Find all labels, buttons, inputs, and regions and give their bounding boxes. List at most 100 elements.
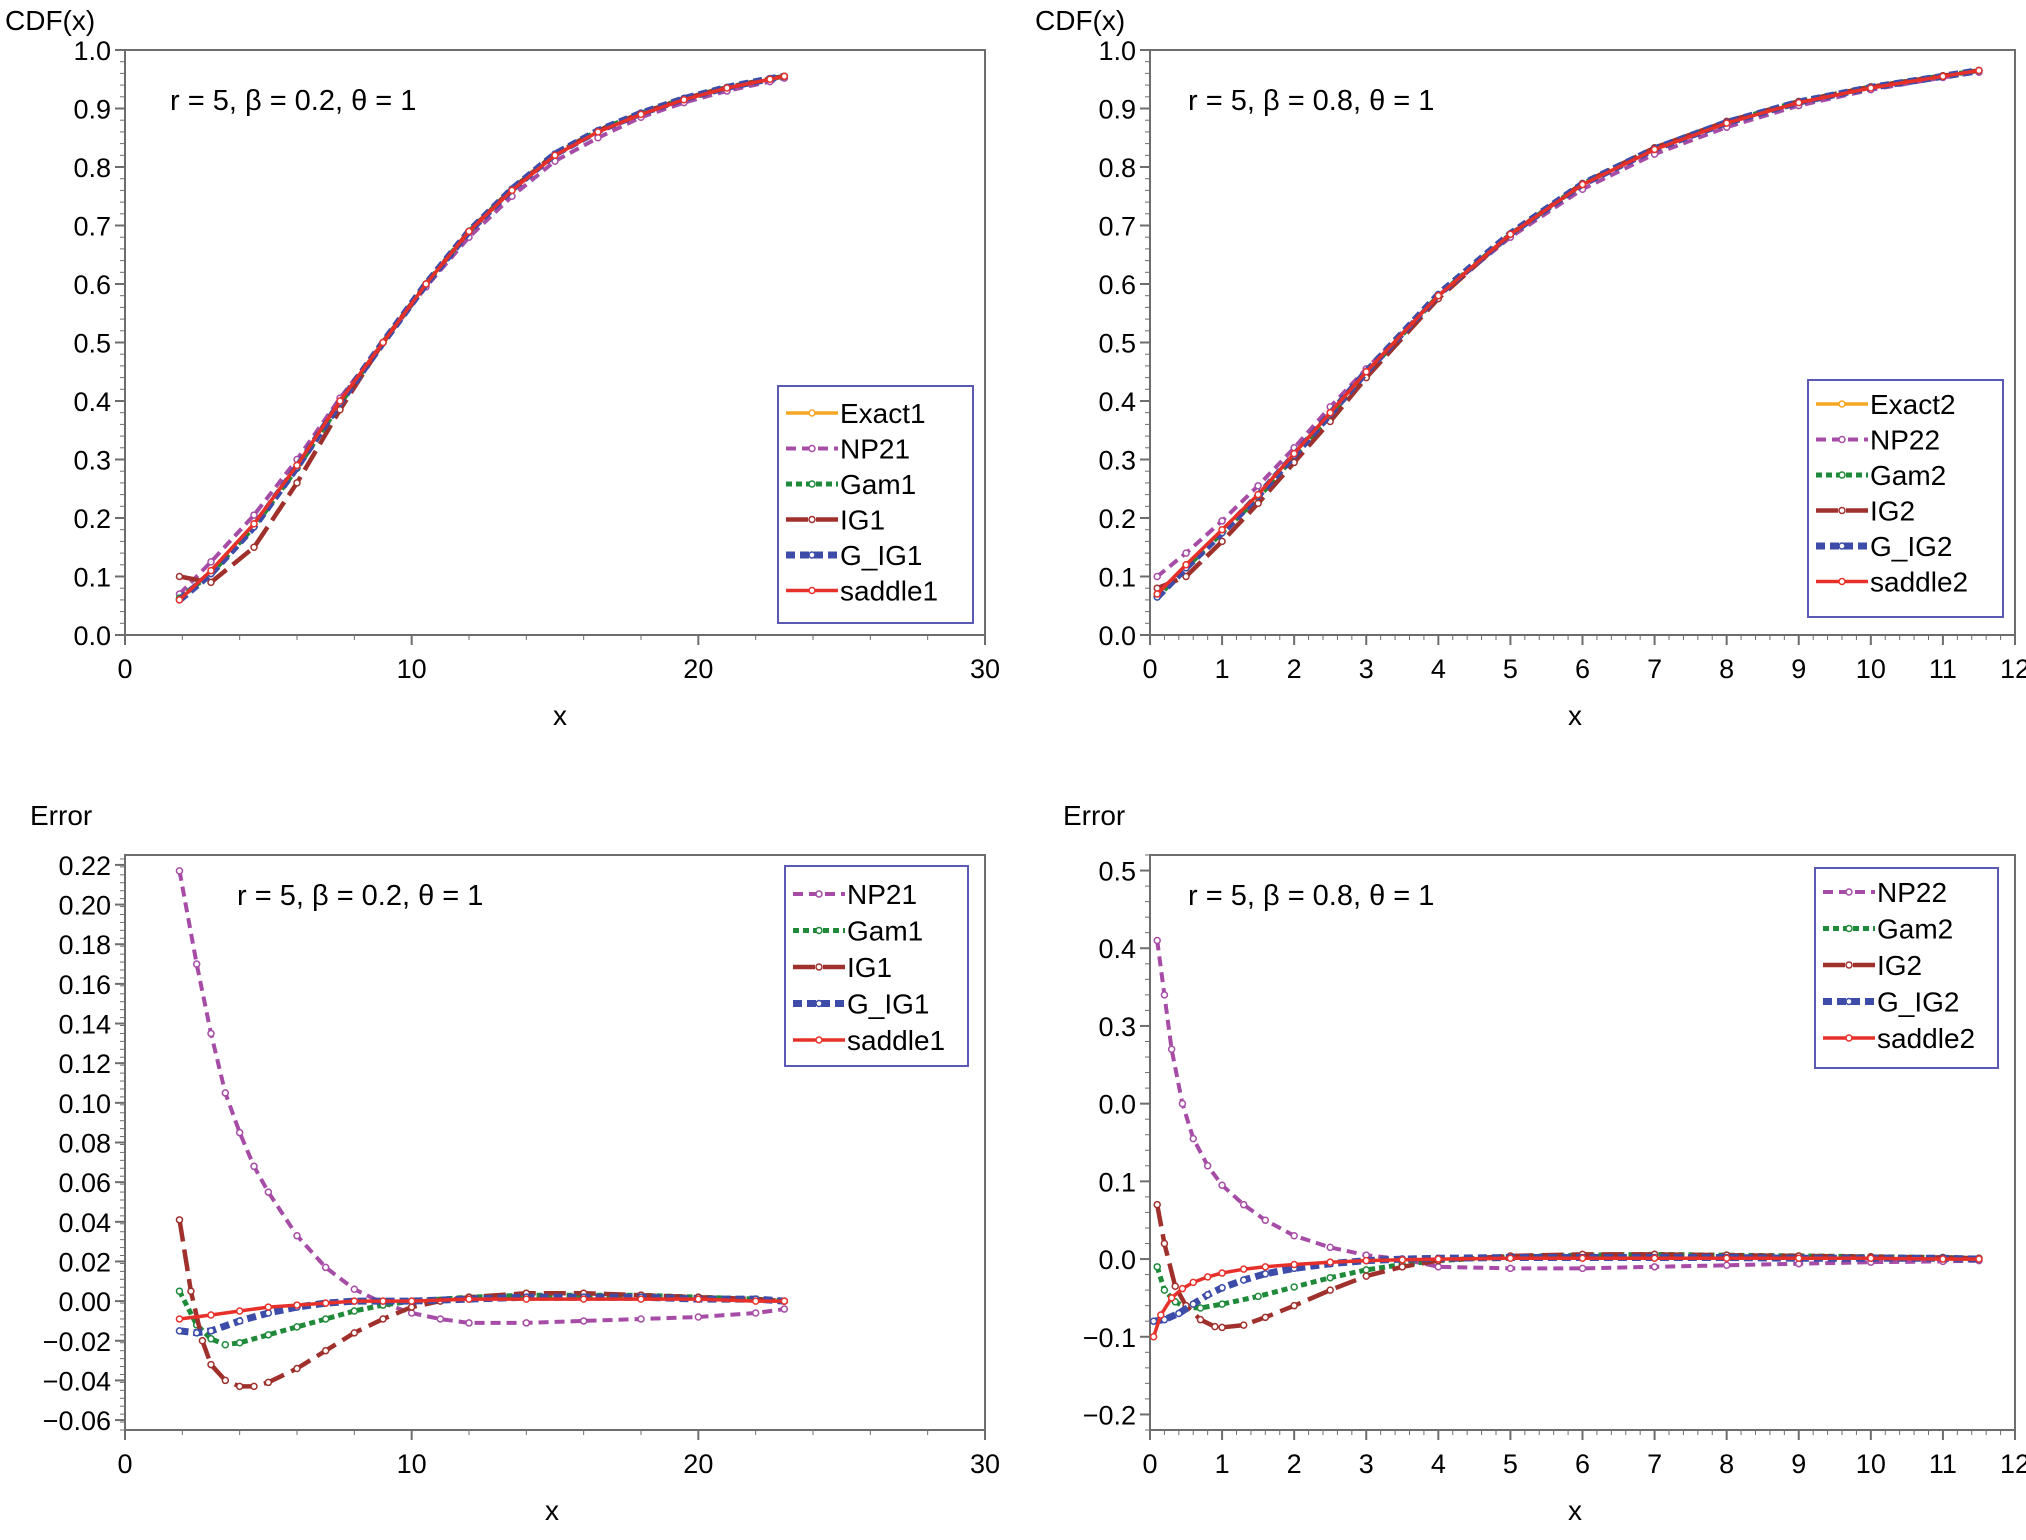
data-point-NP21	[350, 1285, 359, 1293]
legend-marker	[1838, 435, 1846, 444]
series-line-IG1	[177, 1219, 785, 1389]
data-point-Gam1	[321, 1315, 330, 1323]
data-point-saddle2	[1939, 1255, 1947, 1263]
y-tick-label: 0.18	[58, 930, 111, 960]
series-group	[1150, 936, 1983, 1341]
data-point-NP21	[207, 558, 215, 566]
data-point-saddle2	[1254, 490, 1262, 499]
x-tick-label: 7	[1647, 654, 1662, 684]
x-tick-label: 11	[1929, 654, 1957, 684]
data-point-NP21	[221, 1089, 230, 1097]
legend-marker	[815, 963, 823, 971]
y-tick-label: 0.00	[58, 1287, 111, 1317]
data-point-NP22	[1326, 1243, 1334, 1252]
data-point-saddle1	[175, 1315, 184, 1323]
data-point-G_IG2	[1160, 1315, 1169, 1324]
data-point-saddle2	[1578, 180, 1587, 189]
data-point-Gam1	[264, 1331, 273, 1339]
x-tick-label: 10	[1856, 654, 1886, 684]
legend-marker	[1838, 400, 1846, 408]
data-point-IG2	[1398, 1263, 1407, 1271]
data-point-saddle2	[1218, 525, 1226, 534]
data-point-G_IG1	[207, 1327, 215, 1335]
x-axis-label: x	[553, 700, 567, 731]
data-point-NP21	[250, 1162, 258, 1171]
data-point-IG1	[379, 1315, 387, 1323]
y-tick-label: 0.02	[58, 1247, 111, 1277]
data-point-saddle2	[1434, 1255, 1443, 1263]
data-point-saddle2	[1150, 1333, 1158, 1341]
data-point-IG2	[1171, 1282, 1179, 1290]
series-line-saddle2	[1155, 68, 1980, 596]
data-point-saddle1	[293, 461, 301, 470]
data-point-saddle2	[1975, 66, 1983, 75]
legend-label: NP21	[840, 434, 910, 465]
data-point-saddle2	[1867, 1254, 1875, 1263]
data-point-NP22	[1578, 1264, 1587, 1273]
y-tick-label: 0.4	[1098, 934, 1136, 964]
y-tick-label: 0.16	[58, 970, 111, 1000]
x-tick-label: 4	[1431, 654, 1446, 684]
x-tick-label: 6	[1575, 1449, 1590, 1479]
y-axis-label: Error	[1063, 800, 1125, 831]
data-point-G_IG2	[1150, 1317, 1158, 1325]
x-tick-label: 3	[1359, 654, 1374, 684]
data-point-saddle2	[1506, 230, 1515, 239]
data-point-saddle1	[637, 110, 645, 119]
legend: Exact2 NP22 Gam2 IG2 G_IG2 saddle2	[1807, 379, 2004, 618]
y-axis-label: CDF(x)	[1035, 5, 1125, 36]
legend: NP22 Gam2 IG2 G_IG2 saddle2	[1814, 867, 1999, 1069]
data-point-saddle2	[1290, 1260, 1298, 1269]
y-tick-label: 0.7	[1098, 212, 1136, 242]
data-point-NP22	[1434, 1263, 1443, 1271]
data-point-IG1	[407, 1303, 416, 1311]
x-tick-label: 3	[1359, 1449, 1374, 1479]
data-point-G_IG1	[264, 1309, 273, 1317]
data-point-NP21	[321, 1263, 330, 1272]
legend-label: G_IG1	[847, 989, 929, 1020]
data-point-G_IG2	[1218, 1284, 1226, 1292]
y-tick-label: 0.3	[1098, 1012, 1136, 1042]
data-point-NP22	[1153, 936, 1161, 945]
legend-marker	[1838, 506, 1846, 515]
series-line-NP21	[177, 870, 785, 1325]
legend-marker	[1838, 577, 1846, 586]
legend-box	[1807, 379, 2004, 618]
data-point-IG2	[1196, 1315, 1205, 1324]
data-point-saddle1	[723, 84, 731, 92]
series-line-Exact1	[178, 74, 785, 602]
data-point-NP22	[1239, 1200, 1248, 1209]
x-tick-label: 9	[1791, 654, 1806, 684]
chart-panel-1: CDF(x) x 0.0 0.1 0.2 0.3 0.4 0.5 0.6 0.7 0.8 0.9 1.0…	[5, 5, 1000, 731]
data-point-saddle1	[594, 128, 602, 136]
legend-label: Exact2	[1870, 389, 1956, 420]
data-point-saddle1	[680, 95, 688, 104]
y-tick-label: 0.9	[1098, 95, 1136, 125]
data-point-saddle1	[175, 596, 184, 604]
x-tick-label: 2	[1287, 654, 1302, 684]
data-point-saddle2	[1398, 1256, 1407, 1264]
x-tick-label: 11	[1929, 1449, 1957, 1479]
y-tick-label: 0.3	[73, 446, 111, 476]
data-point-saddle2	[1650, 145, 1659, 154]
legend-label: saddle1	[840, 576, 938, 607]
series-line-saddle1	[178, 74, 785, 602]
parameter-annotation: r = 5, β = 0.2, θ = 1	[170, 85, 416, 117]
data-point-IG2	[1160, 1239, 1169, 1248]
x-tick-label: 0	[1142, 1449, 1157, 1479]
data-point-G_IG2	[1239, 1276, 1248, 1284]
data-point-IG1	[264, 1378, 273, 1387]
data-point-saddle1	[522, 1295, 531, 1303]
chart-panel-2: CDF(x) x 0.0 0.1 0.2 0.3 0.4 0.5 0.6 0.7 0.8 0.9 1.0…	[1035, 5, 2026, 731]
data-point-Gam2	[1362, 1266, 1370, 1274]
series-group	[175, 867, 789, 1391]
data-point-G_IG2	[1189, 1300, 1197, 1308]
data-point-saddle2	[1290, 449, 1298, 458]
legend-marker	[808, 444, 816, 453]
data-point-G_IG1	[175, 1327, 184, 1335]
legend-label: IG2	[1877, 950, 1922, 981]
data-point-IG2	[1153, 1200, 1161, 1209]
chart-panel-3: Error x 0.22 0.20 0.18 0.16 0.14 0.12 0.10 0.08 0.…	[30, 800, 1000, 1526]
y-tick-label: 0.2	[73, 504, 111, 534]
